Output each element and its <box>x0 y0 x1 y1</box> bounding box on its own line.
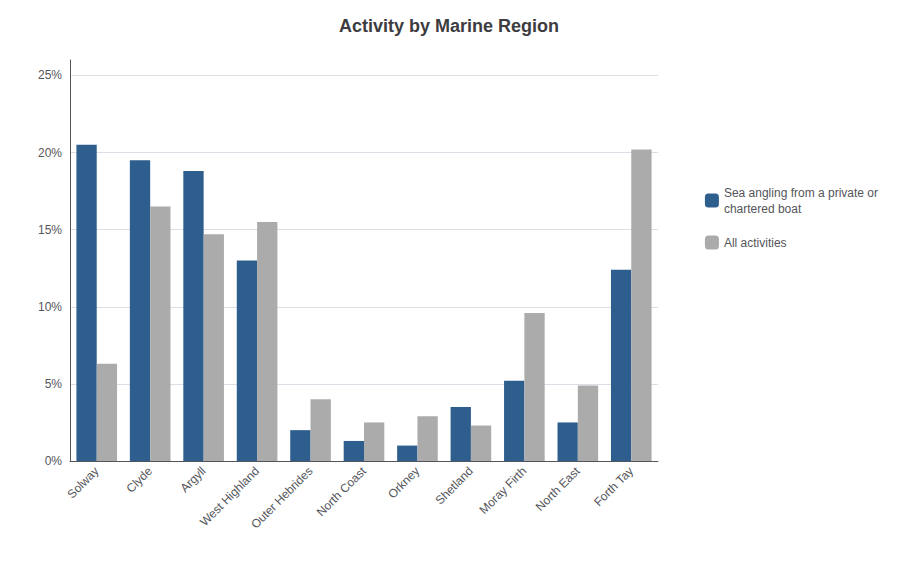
svg-text:Orkney: Orkney <box>385 464 422 501</box>
svg-text:5%: 5% <box>45 377 63 391</box>
svg-text:West Highland: West Highland <box>197 464 262 529</box>
svg-text:Outer Hebrides: Outer Hebrides <box>248 464 315 531</box>
svg-text:chartered boat: chartered boat <box>724 202 802 216</box>
svg-text:10%: 10% <box>38 300 62 314</box>
svg-text:Argyll: Argyll <box>177 464 208 495</box>
svg-text:Moray Firth: Moray Firth <box>477 464 530 517</box>
svg-text:Activity by Marine Region: Activity by Marine Region <box>339 16 559 36</box>
svg-text:15%: 15% <box>38 223 62 237</box>
svg-text:25%: 25% <box>38 68 62 82</box>
svg-text:North Coast: North Coast <box>314 464 370 520</box>
svg-text:All activities: All activities <box>724 236 787 250</box>
svg-text:Solway: Solway <box>64 464 101 501</box>
svg-text:Clyde: Clyde <box>124 464 156 496</box>
svg-text:North East: North East <box>533 464 583 514</box>
svg-text:20%: 20% <box>38 146 62 160</box>
svg-text:0%: 0% <box>45 454 63 468</box>
svg-text:Forth Tay: Forth Tay <box>591 464 636 509</box>
svg-text:Shetland: Shetland <box>433 464 476 507</box>
svg-text:Sea angling from a private or: Sea angling from a private or <box>724 186 878 200</box>
